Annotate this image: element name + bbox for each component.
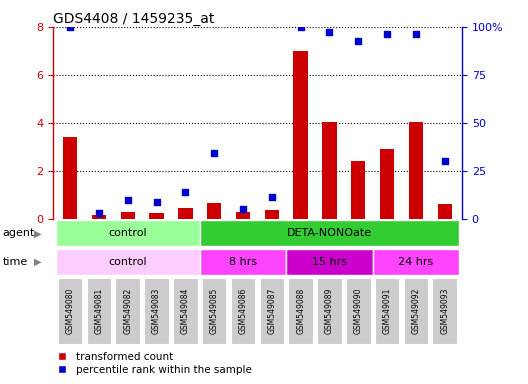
- Bar: [260, 278, 284, 344]
- Text: ▶: ▶: [34, 257, 42, 267]
- Bar: [409, 122, 423, 219]
- Legend: transformed count, percentile rank within the sample: transformed count, percentile rank withi…: [48, 348, 256, 379]
- Bar: [55, 220, 200, 246]
- Bar: [173, 278, 197, 344]
- Point: [268, 194, 276, 200]
- Bar: [231, 278, 255, 344]
- Text: GSM549081: GSM549081: [95, 288, 103, 334]
- Bar: [149, 213, 164, 219]
- Point: [325, 29, 334, 35]
- Text: GSM549090: GSM549090: [354, 288, 363, 334]
- Bar: [120, 212, 135, 219]
- Bar: [87, 278, 111, 344]
- Point: [383, 31, 391, 37]
- Bar: [63, 137, 77, 219]
- Bar: [317, 278, 342, 344]
- Bar: [200, 249, 286, 275]
- Bar: [351, 161, 365, 219]
- Bar: [200, 220, 459, 246]
- Point: [181, 189, 190, 195]
- Bar: [294, 51, 308, 219]
- Text: GSM549083: GSM549083: [152, 288, 161, 334]
- Bar: [380, 149, 394, 219]
- Text: GSM549087: GSM549087: [267, 288, 276, 334]
- Point: [95, 210, 103, 216]
- Bar: [288, 278, 313, 344]
- Bar: [322, 122, 337, 219]
- Text: control: control: [108, 257, 147, 267]
- Text: ▶: ▶: [34, 228, 42, 238]
- Text: GSM549085: GSM549085: [210, 288, 219, 334]
- Text: GSM549092: GSM549092: [411, 288, 420, 334]
- Text: time: time: [3, 257, 28, 267]
- Point: [412, 31, 420, 37]
- Point: [354, 38, 363, 44]
- Text: GSM549089: GSM549089: [325, 288, 334, 334]
- Text: 8 hrs: 8 hrs: [229, 257, 257, 267]
- Point: [239, 206, 247, 212]
- Bar: [144, 278, 169, 344]
- Text: GSM549088: GSM549088: [296, 288, 305, 334]
- Point: [124, 197, 132, 203]
- Point: [66, 24, 74, 30]
- Text: control: control: [108, 228, 147, 238]
- Bar: [432, 278, 457, 344]
- Text: 24 hrs: 24 hrs: [398, 257, 433, 267]
- Text: GSM549093: GSM549093: [440, 288, 449, 334]
- Bar: [286, 249, 373, 275]
- Bar: [373, 249, 459, 275]
- Bar: [178, 208, 193, 219]
- Text: GSM549082: GSM549082: [123, 288, 132, 334]
- Text: GDS4408 / 1459235_at: GDS4408 / 1459235_at: [53, 12, 214, 26]
- Bar: [55, 249, 200, 275]
- Text: 15 hrs: 15 hrs: [312, 257, 347, 267]
- Bar: [116, 278, 140, 344]
- Text: agent: agent: [3, 228, 35, 238]
- Bar: [202, 278, 227, 344]
- Bar: [265, 210, 279, 219]
- Bar: [236, 212, 250, 219]
- Point: [152, 199, 161, 205]
- Text: GSM549084: GSM549084: [181, 288, 190, 334]
- Bar: [346, 278, 371, 344]
- Point: [440, 158, 449, 164]
- Point: [296, 24, 305, 30]
- Bar: [438, 204, 452, 219]
- Text: GSM549091: GSM549091: [383, 288, 392, 334]
- Bar: [375, 278, 399, 344]
- Bar: [207, 203, 221, 219]
- Text: DETA-NONOate: DETA-NONOate: [287, 228, 372, 238]
- Bar: [58, 278, 82, 344]
- Point: [210, 150, 219, 156]
- Text: GSM549086: GSM549086: [239, 288, 248, 334]
- Bar: [403, 278, 428, 344]
- Bar: [92, 215, 106, 219]
- Text: GSM549080: GSM549080: [65, 288, 74, 334]
